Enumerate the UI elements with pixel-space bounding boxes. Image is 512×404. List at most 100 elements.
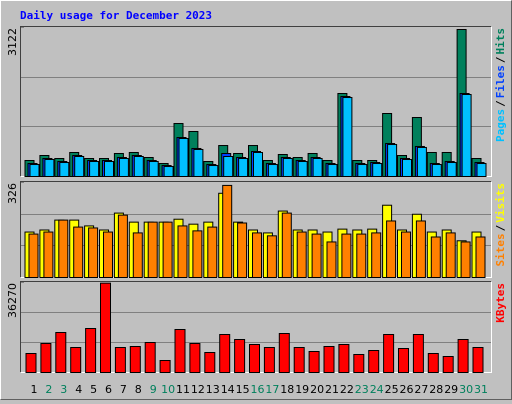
x-tick-label: 20 (310, 383, 324, 396)
bar (431, 164, 442, 177)
bar (129, 346, 141, 373)
legend-entry: Files (494, 65, 507, 98)
x-tick-label: 25 (385, 383, 399, 396)
bar (412, 334, 424, 373)
bar (383, 334, 395, 373)
bar (282, 158, 293, 178)
bar (40, 343, 52, 373)
bar (118, 158, 129, 178)
bar (398, 348, 409, 373)
bar (386, 220, 397, 279)
bar (25, 353, 37, 373)
bar (253, 151, 263, 177)
bar (234, 339, 246, 373)
bar (55, 332, 67, 373)
bar (327, 164, 338, 177)
bar (159, 360, 171, 373)
bar (368, 350, 380, 373)
bar (193, 148, 204, 177)
bar (353, 354, 365, 373)
bar (430, 236, 441, 278)
bar (308, 351, 320, 373)
chart-title: Daily usage for December 2023 (20, 9, 212, 22)
bar (446, 162, 457, 178)
bar (132, 232, 143, 278)
bar (401, 231, 411, 278)
legend-entry: KBytes (494, 283, 507, 323)
bar (296, 231, 307, 278)
x-tick-label: 2 (45, 383, 52, 396)
x-tick-label: 19 (295, 383, 309, 396)
x-tick-label: 1 (31, 383, 38, 396)
legend-separator: / (494, 224, 507, 231)
x-tick-label: 21 (325, 383, 339, 396)
legend-entry: Visits (494, 183, 507, 223)
bar (238, 158, 249, 178)
bar (43, 231, 54, 278)
bar (104, 161, 114, 178)
y-tick-label: 326 (6, 183, 19, 204)
x-tick-label: 23 (355, 383, 369, 396)
bar (416, 146, 427, 177)
bar (326, 241, 337, 278)
bar (133, 156, 144, 178)
bar (89, 161, 100, 178)
bar (58, 219, 69, 278)
legend: KBytes (494, 283, 507, 323)
bar (70, 347, 82, 373)
bar (445, 232, 456, 278)
bar (460, 241, 471, 278)
bar (163, 166, 174, 177)
bar (278, 333, 290, 373)
bar (114, 347, 126, 373)
bar (189, 343, 201, 373)
x-tick-label: 22 (340, 383, 354, 396)
bar (357, 164, 368, 177)
bar (371, 232, 382, 278)
bar (341, 233, 352, 279)
legend-entry: Pages (494, 109, 507, 142)
x-tick-label: 17 (265, 383, 279, 396)
legend: Pages/Files/Hits (494, 28, 507, 142)
bar (208, 165, 219, 177)
x-tick-label: 24 (370, 383, 384, 396)
x-tick-label: 30 (459, 383, 473, 396)
bar (402, 159, 412, 178)
x-tick-label: 14 (221, 383, 235, 396)
bar (100, 282, 111, 374)
bar (252, 232, 262, 278)
bar (219, 334, 231, 373)
bar (249, 344, 260, 373)
x-tick-label: 31 (474, 383, 488, 396)
bar (28, 233, 39, 279)
panel-bevel-dark (20, 281, 492, 373)
bar (85, 328, 97, 373)
bar (103, 231, 113, 278)
bar (223, 156, 234, 178)
panel-bevel-dark (20, 181, 492, 278)
bar (29, 164, 40, 177)
x-tick-label: 10 (161, 383, 175, 396)
bar (222, 184, 233, 278)
bar (266, 235, 277, 278)
x-tick-label: 9 (150, 383, 157, 396)
bar (59, 162, 70, 178)
x-tick-label: 16 (251, 383, 265, 396)
bar (476, 163, 487, 178)
bar (338, 344, 350, 373)
bar (372, 163, 383, 178)
x-tick-label: 7 (120, 383, 127, 396)
bar (311, 233, 322, 279)
x-tick-label: 27 (414, 383, 428, 396)
bar (192, 230, 203, 279)
bar (117, 214, 128, 278)
bar (263, 347, 275, 373)
bar (44, 159, 55, 178)
x-tick-label: 12 (191, 383, 205, 396)
legend-entry: Hits (494, 28, 507, 55)
legend-separator: / (494, 56, 507, 63)
x-tick-label: 29 (444, 383, 458, 396)
x-tick-label: 6 (105, 383, 112, 396)
bar (74, 156, 85, 178)
